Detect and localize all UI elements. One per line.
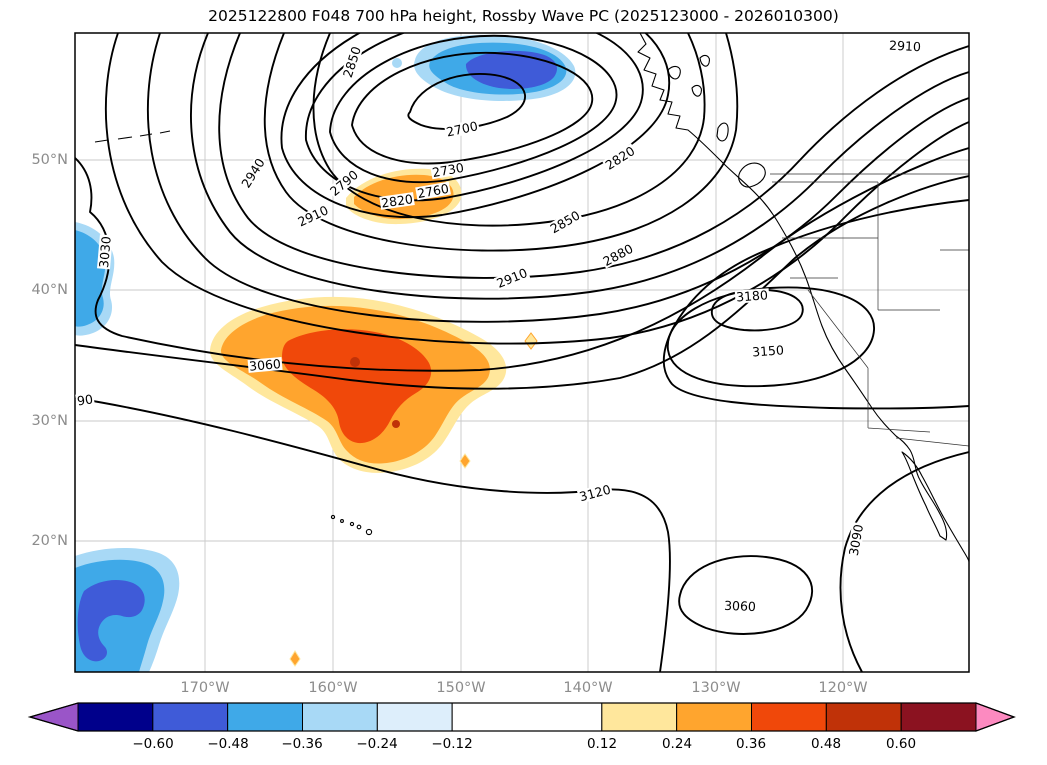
contour-label: 3180 [734,287,770,305]
cbar-tick: −0.48 [207,736,249,752]
colorbar-segment [152,702,229,732]
contour-label: 3150 [750,342,786,360]
cbar-tick: −0.60 [132,736,174,752]
lon-label-170w: 170°W [180,680,230,696]
cbar-tick: 0.24 [661,736,693,752]
lon-label-160w: 160°W [308,680,358,696]
lon-label-120w: 120°W [818,680,868,696]
cbar-tick: −0.24 [356,736,398,752]
cbar-tick: 0.60 [885,736,917,752]
cbar-tick: 0.48 [810,736,842,752]
colorbar-segment [601,702,678,732]
contour-label: 3060 [722,597,758,614]
cbar-tick: −0.36 [281,736,323,752]
contour-label: 3060 [247,356,283,374]
cbar-tick: 0.12 [586,736,618,752]
colorbar-segment [676,702,752,732]
contour-label: 3030 [96,234,114,270]
lat-label-20n: 20°N [31,533,68,549]
colorbar-segment [451,702,603,732]
cbar-tick: −0.12 [431,736,473,752]
colorbar-segment [825,702,902,732]
lon-label-140w: 140°W [563,680,613,696]
coastlines [94,33,969,563]
cbar-tick: 0.36 [735,736,767,752]
colorbar-outline [27,702,1016,732]
state-borders [770,173,969,447]
lon-label-130w: 130°W [691,680,741,696]
map-border [74,32,970,673]
colorbar [27,702,1016,732]
colorbar-segment [301,702,378,732]
colorbar-segment [900,702,977,732]
lat-label-30n: 30°N [31,413,68,429]
contour-label: 90 [75,391,95,409]
lon-label-150w: 150°W [436,680,486,696]
colorbar-extend-right [975,702,1016,732]
colorbar-segment [376,702,453,732]
colorbar-segment [750,702,827,732]
height-contours [75,33,969,672]
figure-title: 2025122800 F048 700 hPa height, Rossby W… [208,7,839,25]
colorbar-extend-left [28,702,79,732]
colorbar-segment [227,702,303,732]
colorbar-segment [77,702,154,732]
lat-label-40n: 40°N [31,282,68,298]
lat-label-50n: 50°N [31,152,68,168]
pc-shading [75,34,576,672]
contour-label: 2910 [887,37,923,55]
